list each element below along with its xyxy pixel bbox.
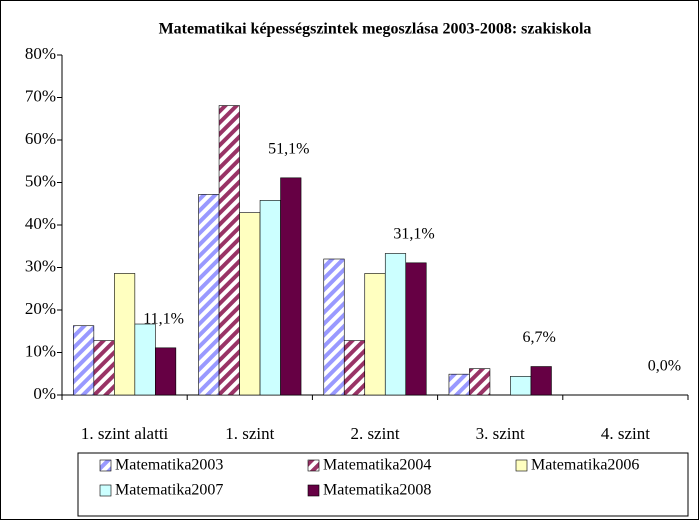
y-tick-label: 80%	[25, 44, 56, 63]
bar	[239, 212, 261, 396]
legend-label: Matematika2003	[115, 457, 223, 474]
bar	[280, 177, 302, 396]
y-tick-label: 50%	[25, 171, 56, 190]
bar	[510, 375, 532, 396]
bar	[530, 366, 552, 396]
bar	[73, 325, 95, 396]
x-tick-label: 3. szint	[476, 424, 525, 443]
y-tick-label: 70%	[25, 86, 56, 105]
bar	[114, 273, 136, 396]
bar	[155, 347, 177, 396]
y-tick-label: 40%	[25, 214, 56, 233]
bar	[384, 253, 407, 396]
x-tick-label: 4. szint	[601, 424, 650, 443]
legend-box	[77, 452, 689, 517]
bar	[364, 273, 386, 396]
legend-label: Matematika2006	[531, 457, 639, 474]
data-label: 0,0%	[648, 358, 681, 375]
legend-label: Matematika2008	[323, 482, 431, 499]
x-tick-label: 1. szint alatti	[81, 424, 169, 443]
x-tick-label: 2. szint	[350, 424, 399, 443]
legend-swatch	[515, 459, 528, 472]
x-tick-label: 1. szint	[225, 424, 274, 443]
y-tick-label: 60%	[25, 129, 56, 148]
y-tick-label: 0%	[33, 384, 56, 403]
data-label: 11,1%	[143, 310, 184, 327]
bar	[134, 323, 156, 396]
bar	[405, 262, 427, 396]
bar	[469, 368, 491, 396]
legend-swatch	[307, 484, 320, 497]
chart-title: Matematikai képességszintek megoszlása 2…	[159, 21, 592, 38]
data-label: 51,1%	[268, 140, 309, 157]
y-tick-label: 10%	[25, 341, 56, 360]
legend-swatch	[99, 484, 112, 497]
y-tick-label: 30%	[25, 256, 56, 275]
bar	[448, 373, 470, 396]
legend-label: Matematika2004	[323, 457, 431, 474]
legend-label: Matematika2007	[115, 482, 223, 499]
data-label: 6,7%	[523, 329, 556, 346]
bar	[93, 340, 115, 396]
bar	[198, 194, 220, 396]
legend-swatch	[99, 459, 112, 472]
data-label: 31,1%	[393, 225, 434, 242]
bar	[323, 258, 345, 396]
bar	[218, 105, 240, 396]
bar	[259, 200, 281, 396]
y-tick-label: 20%	[25, 299, 56, 318]
legend-swatch	[307, 459, 320, 472]
bar	[343, 340, 366, 396]
